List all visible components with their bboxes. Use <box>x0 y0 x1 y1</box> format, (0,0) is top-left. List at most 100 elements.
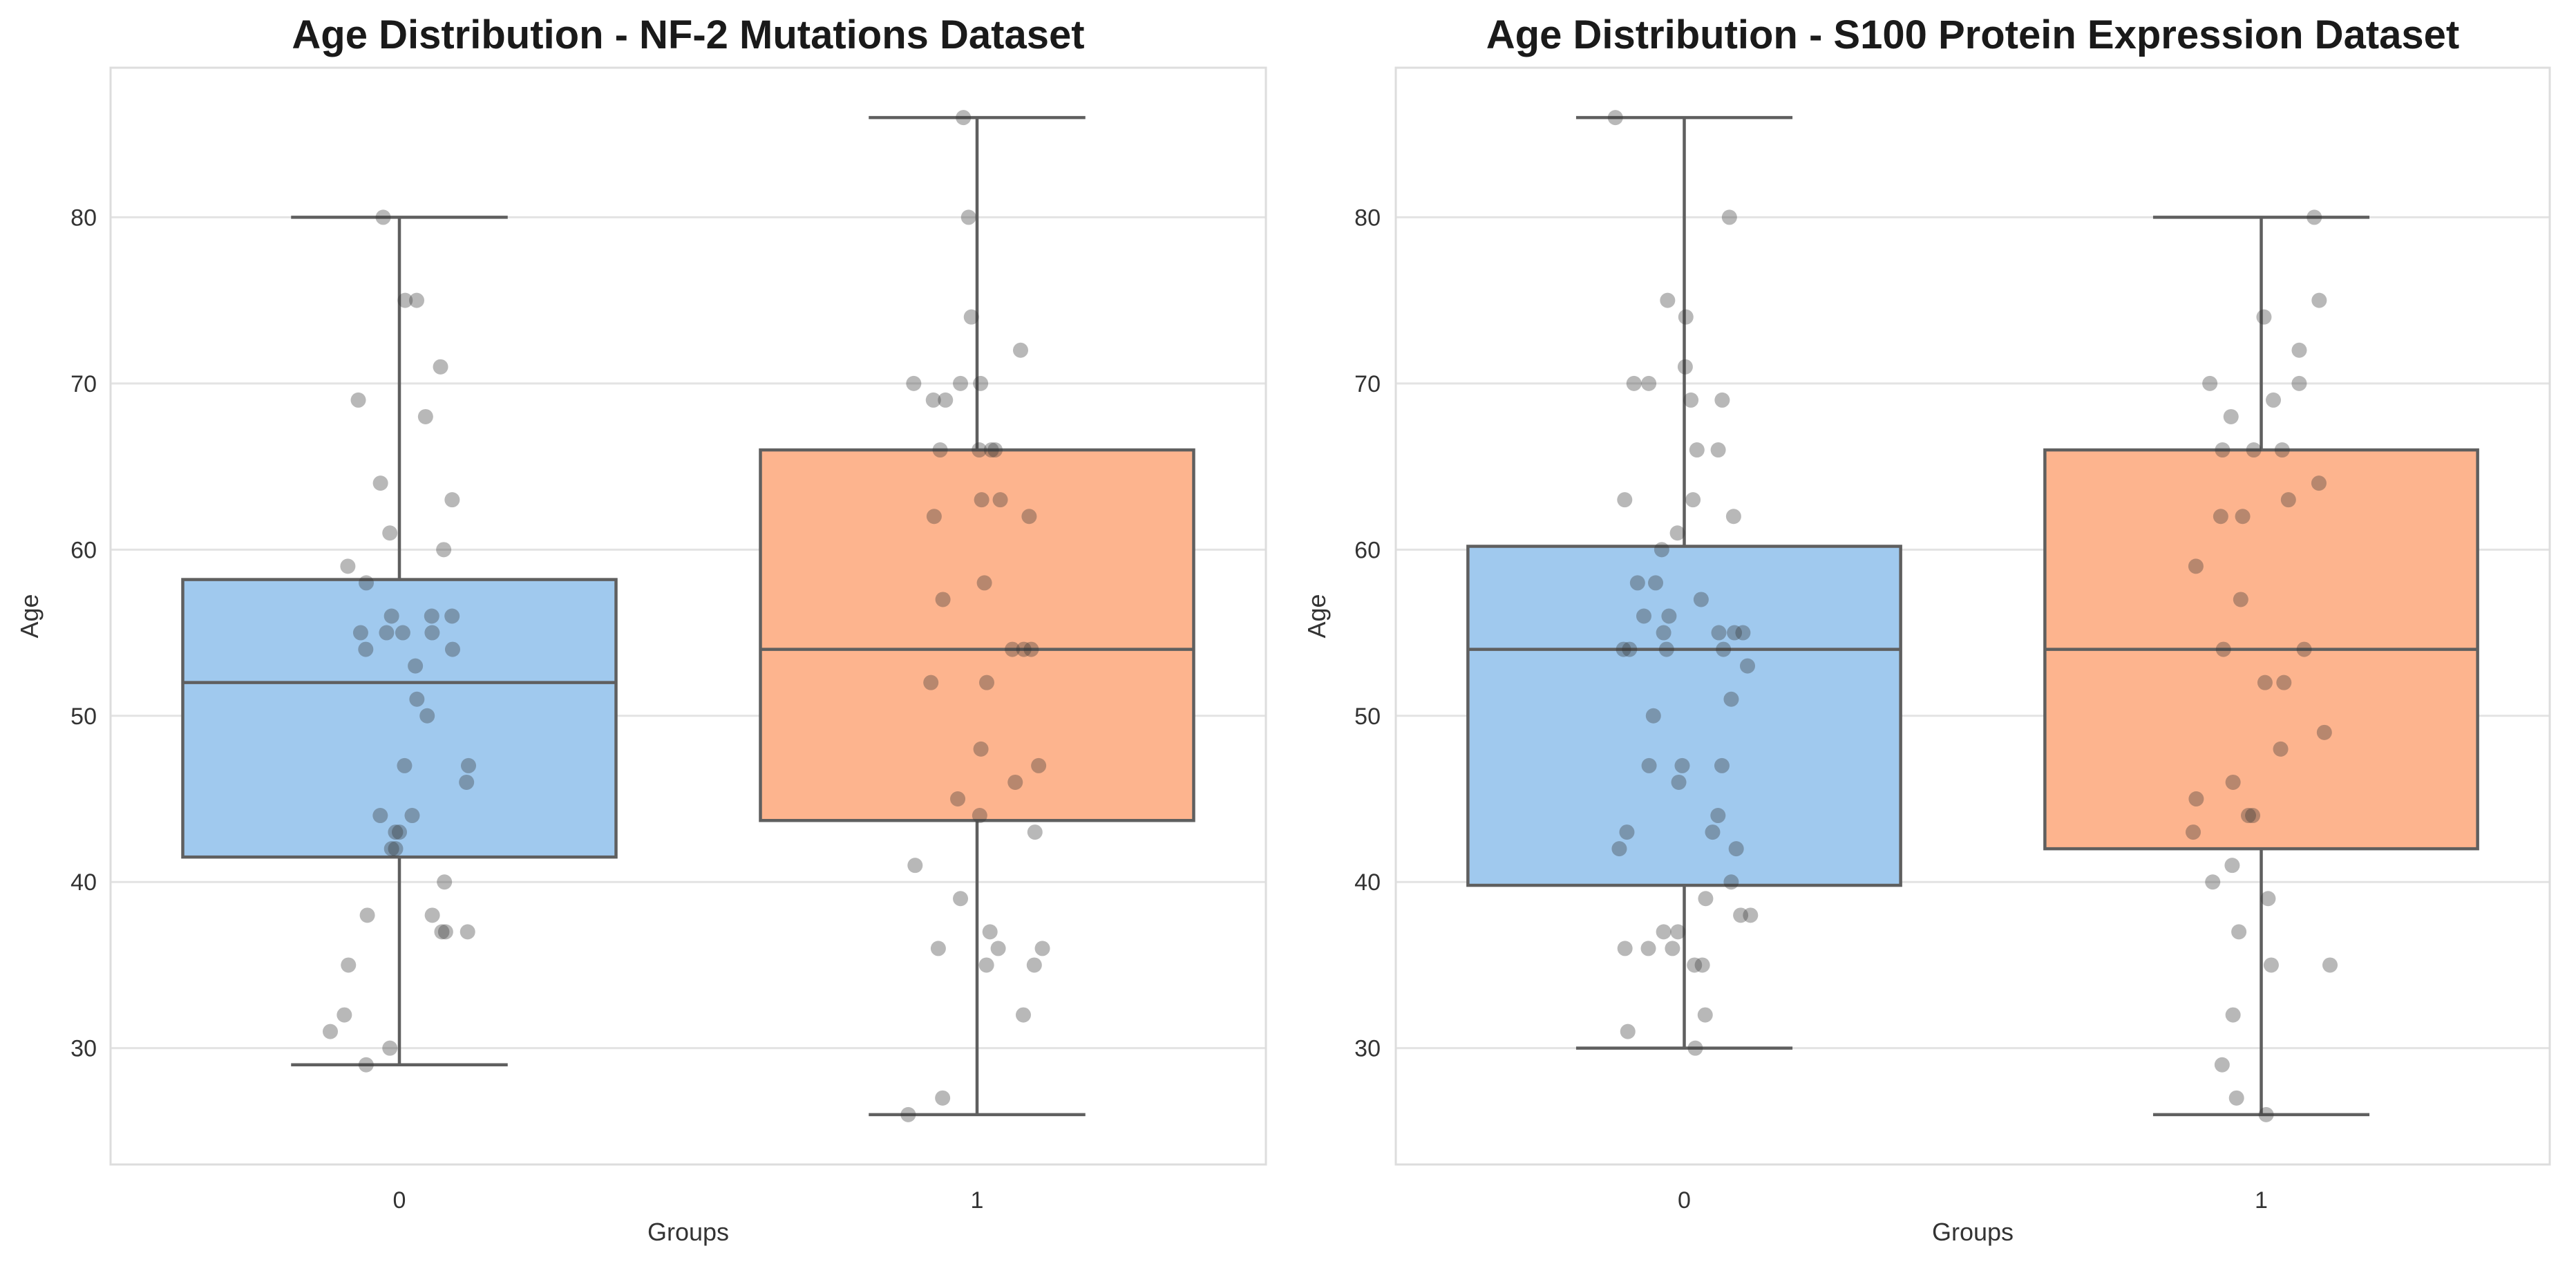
y-axis-label: Age <box>15 594 44 638</box>
data-point <box>2307 209 2322 225</box>
data-point <box>978 957 994 973</box>
data-point <box>1687 957 1703 973</box>
data-point <box>925 392 941 408</box>
y-tick-label: 40 <box>1354 869 1381 896</box>
data-point <box>1727 625 1743 641</box>
data-point <box>2258 1106 2274 1122</box>
y-tick-label: 70 <box>1354 371 1381 397</box>
data-point <box>1725 509 1741 525</box>
data-point <box>2316 724 2332 740</box>
data-point <box>930 941 946 956</box>
data-point <box>1665 941 1680 956</box>
data-point <box>956 110 972 126</box>
data-point <box>358 641 374 657</box>
data-point <box>2186 824 2201 840</box>
data-point <box>1661 608 1677 624</box>
data-point <box>2202 375 2218 391</box>
x-axis-label: Groups <box>1932 1218 2014 1246</box>
data-point <box>2188 558 2204 574</box>
data-point <box>419 708 435 724</box>
data-point <box>2296 641 2312 657</box>
data-point <box>1656 625 1671 641</box>
data-point <box>372 808 388 824</box>
data-point <box>341 957 357 973</box>
data-point <box>960 209 976 225</box>
data-point <box>1721 209 1737 225</box>
y-tick-label: 60 <box>70 537 97 563</box>
data-point <box>938 392 954 408</box>
data-point <box>359 907 375 923</box>
y-axis-label: Age <box>1303 594 1331 638</box>
data-point <box>437 924 453 940</box>
x-tick-label: 1 <box>2255 1187 2268 1214</box>
data-point <box>409 691 425 707</box>
data-point <box>1710 808 1726 824</box>
data-point <box>1622 641 1638 657</box>
data-point <box>2235 509 2251 525</box>
x-tick-label: 0 <box>1678 1187 1691 1214</box>
y-tick-label: 80 <box>70 205 97 231</box>
data-point <box>2280 492 2296 508</box>
data-point <box>382 525 398 541</box>
data-point <box>388 824 404 840</box>
box-iqr <box>181 578 618 859</box>
data-point <box>397 757 413 773</box>
chart-panel-s100: 30 40 50 60 70 80 0 1 Age Distribution - S100 … <box>1303 12 2551 1246</box>
data-point <box>2291 375 2307 391</box>
data-point <box>2276 675 2292 690</box>
box-iqr <box>1466 545 1902 887</box>
data-point <box>1005 641 1021 657</box>
data-point <box>409 292 425 308</box>
data-point <box>982 924 998 940</box>
data-point <box>2215 442 2231 458</box>
data-point <box>1714 757 1730 773</box>
data-point <box>935 592 951 607</box>
data-point <box>1023 641 1039 657</box>
data-point <box>358 1057 374 1073</box>
data-point <box>2213 509 2228 525</box>
data-point <box>1654 542 1669 558</box>
data-point <box>2260 891 2276 907</box>
data-point <box>397 292 413 308</box>
data-point <box>935 1090 951 1106</box>
data-point <box>434 924 450 940</box>
data-point <box>1714 392 1730 408</box>
data-point <box>1728 841 1744 857</box>
data-point <box>1015 1007 1031 1023</box>
data-point <box>1705 824 1721 840</box>
data-point <box>2256 309 2272 325</box>
y-tick-label: 70 <box>70 371 97 397</box>
data-point <box>337 1007 352 1023</box>
data-point <box>2257 675 2273 690</box>
data-point <box>383 841 399 857</box>
y-tick-label: 50 <box>70 704 97 730</box>
data-point <box>900 1106 916 1122</box>
data-point <box>963 309 979 325</box>
data-point <box>972 808 987 824</box>
data-point <box>436 542 452 558</box>
data-point <box>424 608 439 624</box>
data-point <box>1620 1024 1636 1039</box>
y-tick-label: 40 <box>70 869 97 896</box>
data-point <box>2241 808 2257 824</box>
data-point <box>973 375 989 391</box>
data-point <box>2311 475 2327 491</box>
data-point <box>388 841 404 857</box>
data-point <box>2273 741 2289 757</box>
data-point <box>2291 342 2307 358</box>
data-point <box>391 824 407 840</box>
data-point <box>1689 442 1705 458</box>
x-tick-label: 0 <box>393 1187 406 1214</box>
data-point <box>992 492 1008 508</box>
data-point <box>1034 941 1050 956</box>
y-tick-label: 60 <box>1354 537 1381 563</box>
data-point <box>973 741 989 757</box>
y-tick-label: 30 <box>1354 1036 1381 1062</box>
data-point <box>1007 774 1023 790</box>
data-point <box>2266 392 2282 408</box>
data-point <box>2215 641 2231 657</box>
data-point <box>461 757 477 773</box>
data-point <box>1629 575 1645 591</box>
data-point <box>2188 791 2204 806</box>
